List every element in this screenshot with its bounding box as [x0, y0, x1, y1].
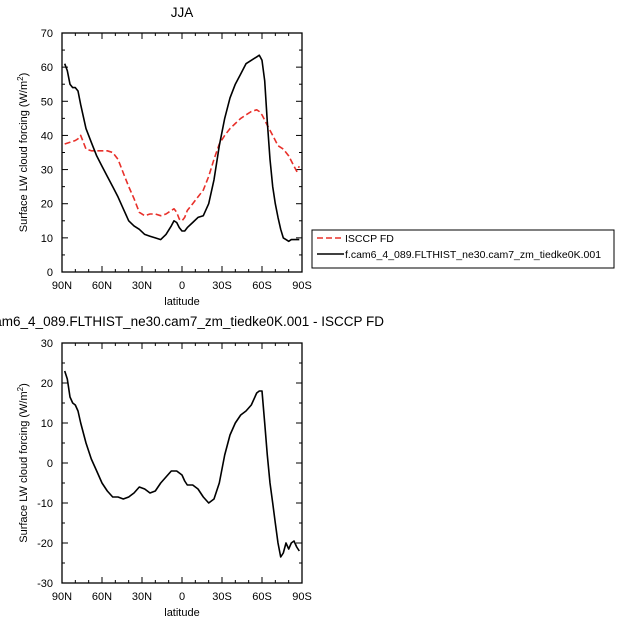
y-tick-label: 70	[41, 28, 53, 40]
y-axis-label-close: )	[18, 383, 30, 387]
x-tick-label: 30N	[132, 591, 152, 603]
x-tick-label: 60N	[92, 591, 112, 603]
top-panel: 90N 60N 30N 0 30S 60S 90S 0 10 20 30 40 50 60 70 JJA lat…	[16, 5, 312, 308]
y-tick-label: 10	[41, 418, 53, 430]
x-tick-label: 30S	[212, 280, 232, 292]
x-tick-label: 90N	[52, 280, 72, 292]
y-tick-label: 20	[41, 378, 53, 390]
bottom-panel: 90N 60N 30N 0 30S 60S 90S -30 -20 -10 0 10 20 30 f.cam…	[0, 314, 384, 619]
series-line-isccp-fd	[64, 109, 301, 222]
y-tick-label: 0	[47, 458, 53, 470]
x-tick-label: 30N	[132, 280, 152, 292]
y-axis-label: Surface LW cloud forcing (W/m2)	[16, 73, 30, 233]
x-tick-label: 60S	[252, 591, 272, 603]
y-tick-label: 10	[41, 233, 53, 245]
y-tick-label: 0	[47, 267, 53, 279]
legend-box	[311, 229, 615, 269]
y-tick-label: -10	[37, 498, 53, 510]
x-tick-label: 0	[179, 591, 185, 603]
y-tick-label: 60	[41, 62, 53, 74]
series-line-model	[63, 54, 300, 243]
legend: ISCCP FD f.cam6_4_089.FLTHIST_ne30.cam7_z…	[311, 229, 615, 269]
y-axis-label: Surface LW cloud forcing (W/m2)	[16, 383, 30, 543]
y-axis-label-superscript: 2	[16, 386, 25, 391]
y-axis-label-superscript: 2	[16, 76, 25, 81]
x-tick-label: 60N	[92, 280, 112, 292]
x-tick-label: 0	[179, 280, 185, 292]
x-tick-label: 90S	[292, 280, 312, 292]
series-line-difference	[63, 370, 300, 558]
x-tick-label: 60S	[252, 280, 272, 292]
x-tick-label: 90S	[292, 591, 312, 603]
y-tick-label: 50	[41, 96, 53, 108]
y-tick-label: 20	[41, 199, 53, 211]
y-tick-label: 40	[41, 130, 53, 142]
x-tick-label: 90N	[52, 591, 72, 603]
y-tick-label: -20	[37, 538, 53, 550]
chart-title: JJA	[171, 5, 194, 20]
y-axis-label-text: Surface LW cloud forcing (W/m	[18, 391, 30, 542]
y-axis-label-close: )	[18, 73, 30, 77]
x-tick-label: 30S	[212, 591, 232, 603]
y-tick-label: 30	[41, 338, 53, 350]
y-tick-label: -30	[37, 578, 53, 590]
chart-title: f.cam6_4_089.FLTHIST_ne30.cam7_zm_tiedke…	[0, 314, 384, 329]
x-axis-label: latitude	[164, 296, 199, 308]
x-axis-label: latitude	[164, 607, 199, 619]
y-axis-label-text: Surface LW cloud forcing (W/m	[18, 81, 30, 232]
legend-label: ISCCP FD	[345, 233, 394, 245]
y-tick-label: 30	[41, 165, 53, 177]
legend-label: f.cam6_4_089.FLTHIST_ne30.cam7_zm_tiedke…	[345, 249, 601, 261]
